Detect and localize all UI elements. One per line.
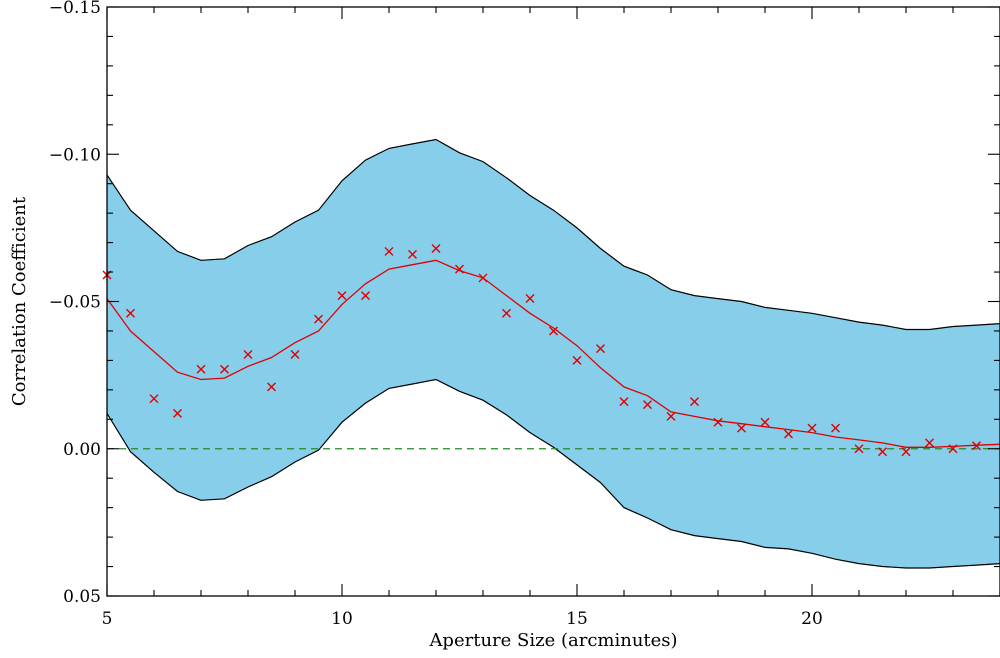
y-tick-label: 0.05 [63, 587, 101, 607]
data-point [784, 429, 793, 439]
data-point [173, 408, 182, 418]
data-point [901, 447, 911, 457]
data-point [831, 423, 840, 433]
confidence-band [107, 139, 1000, 568]
data-point [337, 291, 347, 301]
data-point [737, 423, 746, 433]
band-upper-edge [106, 138, 1000, 331]
data-point [478, 273, 488, 283]
data-point [361, 291, 370, 301]
data-point [643, 400, 652, 410]
y-tick-label: −0.10 [49, 145, 101, 165]
plot-area [102, 138, 1000, 569]
data-point [596, 344, 605, 354]
data-point [243, 350, 253, 360]
smoothed-line [106, 259, 1000, 448]
data-point [690, 397, 699, 407]
y-ticks: 0.05 0.00 −0.05 −0.10 −0.15 [49, 0, 1000, 607]
data-point [290, 350, 300, 360]
data-point [267, 382, 276, 392]
x-tick-label: 20 [801, 609, 823, 629]
y-tick-label: −0.05 [49, 293, 101, 313]
data-point [972, 441, 981, 451]
data-point [807, 423, 817, 433]
x-ticks: 5 10 15 20 [102, 7, 1000, 629]
data-point [925, 438, 934, 448]
data-point [572, 355, 582, 365]
data-point [455, 264, 464, 274]
data-point [549, 326, 558, 336]
y-axis-label: Correlation Coefficient [9, 196, 30, 406]
data-point [196, 364, 206, 374]
data-point [431, 243, 441, 253]
data-point [854, 444, 864, 454]
data-point [384, 246, 394, 256]
y-tick-label: 0.00 [63, 440, 101, 460]
data-point [220, 364, 229, 374]
x-axis-label: Aperture Size (arcminutes) [428, 630, 677, 651]
data-point [502, 308, 511, 318]
y-tick-label: −0.15 [49, 0, 101, 18]
data-point [149, 394, 159, 404]
data-point [619, 397, 629, 407]
band-lower-edge [106, 378, 1000, 569]
data-point [126, 308, 135, 318]
axes: 5 10 15 20 0.05 0.00 −0.05 −0.10 −0.15 [49, 0, 1000, 629]
data-point [760, 417, 770, 427]
smoothed-line-layer [106, 259, 1000, 448]
x-tick-label: 5 [102, 609, 113, 629]
data-point [314, 314, 323, 324]
data-point [878, 447, 887, 457]
data-point [525, 294, 535, 304]
x-tick-label: 10 [331, 609, 353, 629]
data-points-layer [102, 243, 981, 457]
data-point [713, 417, 723, 427]
data-point [408, 249, 417, 259]
x-tick-label: 15 [566, 609, 588, 629]
confidence-band-layer [106, 138, 1000, 569]
data-point [666, 411, 676, 421]
data-point [948, 444, 958, 454]
